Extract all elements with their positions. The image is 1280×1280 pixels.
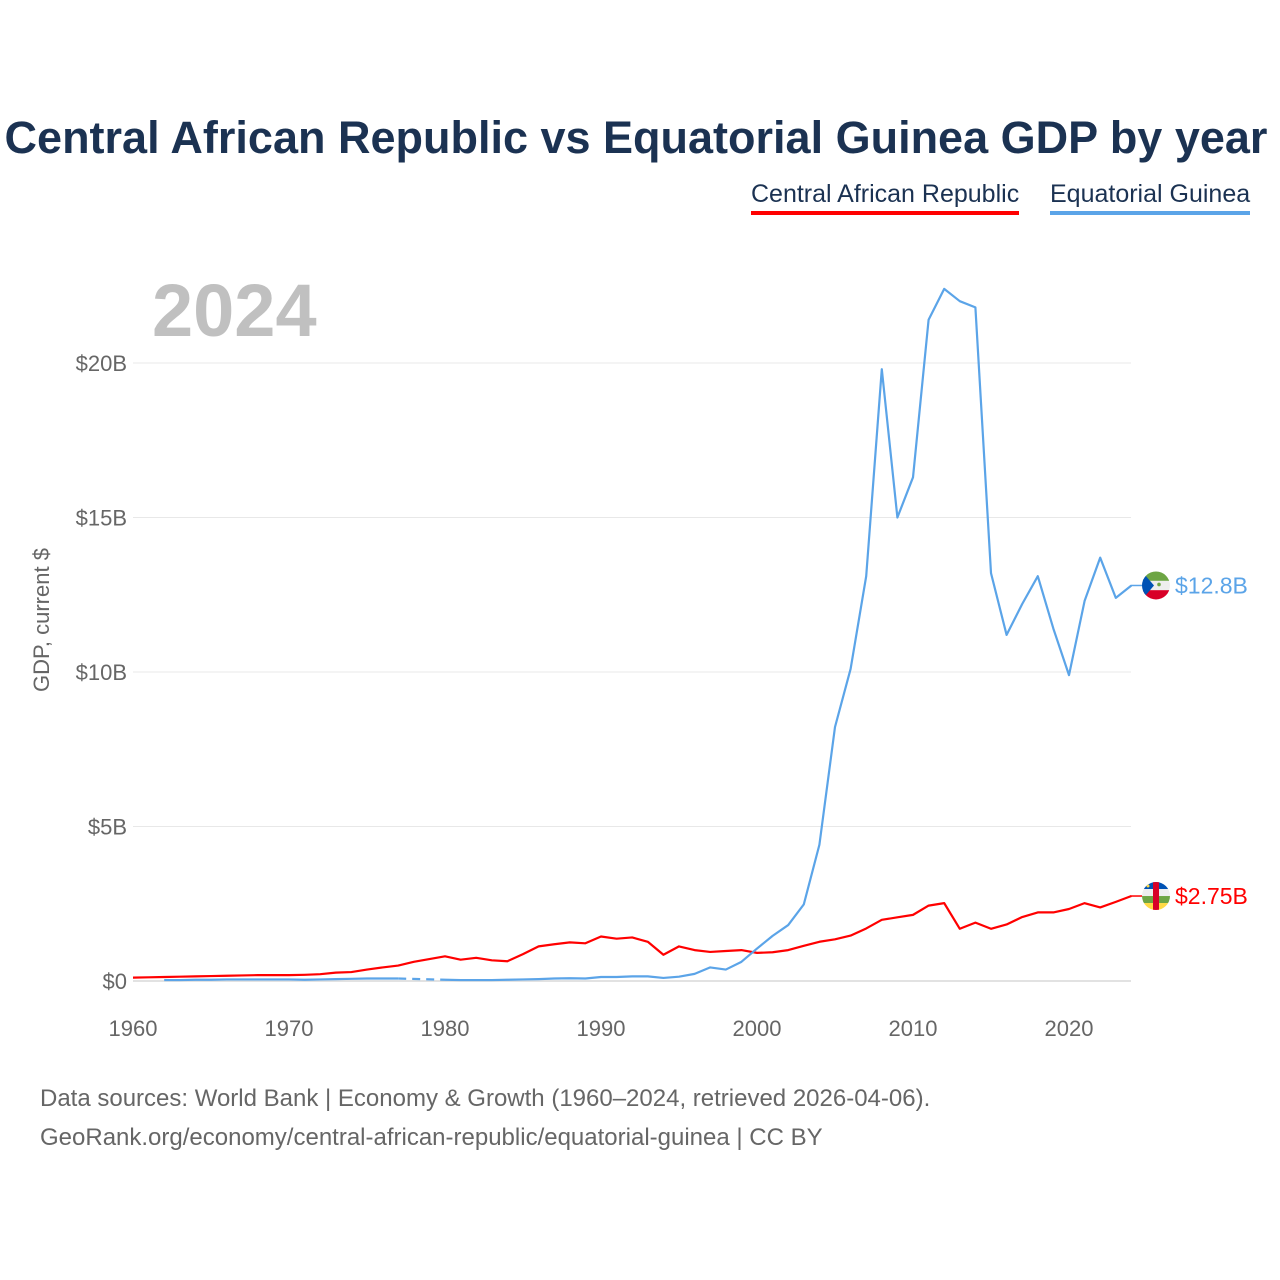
legend-central-african-republic[interactable]: Central African Republic bbox=[751, 180, 1020, 215]
x-tick-label: 2020 bbox=[1045, 1016, 1094, 1041]
flag-stripe bbox=[1142, 590, 1170, 600]
flag-triangle bbox=[1142, 571, 1154, 600]
end-value-label: $12.8B bbox=[1175, 572, 1248, 598]
legend-equatorial-guinea[interactable]: Equatorial Guinea bbox=[1050, 180, 1251, 215]
flag-band bbox=[1153, 882, 1159, 911]
source-line-2: GeoRank.org/economy/central-african-repu… bbox=[40, 1124, 823, 1151]
x-tick-label: 1970 bbox=[265, 1016, 314, 1041]
x-tick-label: 1990 bbox=[577, 1016, 626, 1041]
x-tick-label: 2000 bbox=[733, 1016, 782, 1041]
x-tick-label: 1960 bbox=[109, 1016, 158, 1041]
y-tick-label: $5B bbox=[88, 815, 127, 840]
year-label: 2024 bbox=[152, 269, 317, 352]
y-tick-label: $10B bbox=[76, 660, 127, 685]
y-tick-label: $0 bbox=[103, 969, 127, 994]
x-tick-label: 1980 bbox=[421, 1016, 470, 1041]
chart-title: Central African Republic vs Equatorial G… bbox=[4, 112, 1268, 163]
flag-emblem bbox=[1157, 582, 1161, 587]
x-tick-label: 2010 bbox=[889, 1016, 938, 1041]
series-line-central-african-republic bbox=[132, 894, 1132, 979]
y-tick-label: $20B bbox=[76, 351, 127, 376]
flag-body bbox=[1142, 571, 1170, 600]
flag-stripe bbox=[1142, 571, 1170, 581]
series-line-equatorial-guinea bbox=[164, 977, 399, 982]
equatorial-guinea-flag-icon bbox=[1142, 571, 1170, 600]
y-tick-label: $15B bbox=[76, 506, 127, 531]
flag-stripe bbox=[1142, 580, 1170, 591]
flag-body bbox=[1142, 882, 1170, 911]
series-line-equatorial-guinea bbox=[444, 287, 1133, 982]
series-gap-equatorial-guinea bbox=[398, 977, 446, 981]
end-value-label: $2.75B bbox=[1175, 883, 1248, 909]
central-african-republic-flag-icon bbox=[1142, 882, 1170, 911]
source-line-1: Data sources: World Bank | Economy & Gro… bbox=[40, 1085, 931, 1112]
flag-star bbox=[1146, 884, 1150, 888]
